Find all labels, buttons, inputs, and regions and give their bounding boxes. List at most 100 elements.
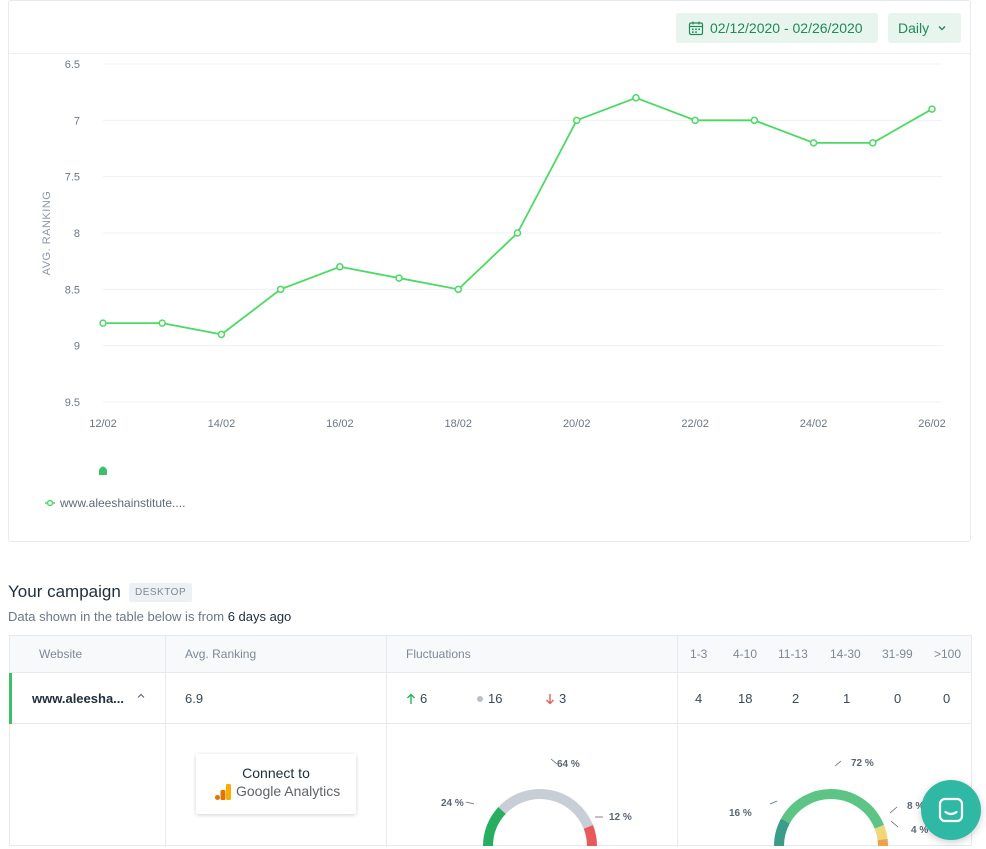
date-range-label: 02/12/2020 - 02/26/2020 [710,20,863,36]
row-range-14-30: 1 [843,691,851,706]
ranking-chart-card: 02/12/2020 - 02/26/2020 Daily 6.5 7 7.5 8 8.… [8,0,971,542]
gauge-label-top30: 8 % [907,801,924,812]
data-point[interactable] [158,319,166,327]
ranking-distribution-gauge: 16 % 72 % 8 % 4 % [729,758,928,847]
fluct-up: 6 [406,673,427,724]
gauge-label-neutral: 64 % [557,759,580,770]
table-row[interactable]: www.aleesha... 6.9 6 16 3 4 18 [9,673,971,724]
chart-toolbar: 02/12/2020 - 02/26/2020 Daily [9,1,970,54]
data-point[interactable] [276,285,285,294]
column-divider [677,636,678,847]
date-range-button[interactable]: 02/12/2020 - 02/26/2020 [676,13,878,43]
data-point[interactable] [809,139,818,147]
legend-marker [46,499,54,507]
arrow-up-icon [407,693,415,704]
data-note-value: 6 days ago [227,609,292,624]
x-tick-label: 26/02 [918,418,946,430]
col-range-4-10[interactable]: 4-10 [733,647,758,661]
row-avg-ranking: 6.9 [185,691,204,706]
y-tick-label: 8.5 [65,284,80,296]
col-range-over-100[interactable]: >100 [934,647,962,661]
gauge-label-down: 12 % [609,812,632,823]
interval-label: Daily [898,20,930,36]
row-range-31-99: 0 [894,691,902,706]
col-fluctuations[interactable]: Fluctuations [406,647,471,661]
x-tick-label: 24/02 [800,418,828,430]
arrow-down-icon [546,693,554,704]
series-line [103,96,933,336]
y-tick-label: 7 [74,115,80,127]
column-divider [386,636,387,847]
data-point[interactable] [454,285,463,294]
col-range-31-99[interactable]: 31-99 [882,647,913,661]
gauge-label-up: 24 % [441,798,464,809]
gauge-segment-down [583,825,597,847]
row-range-1-3: 4 [695,691,703,706]
gauge-label-top3: 16 % [729,808,752,819]
fluct-up-count: 6 [420,691,428,706]
interval-dropdown[interactable]: Daily [888,13,961,43]
data-point[interactable] [928,105,936,113]
connect-google-analytics-button[interactable]: Connect to Google Analytics [196,754,356,814]
data-point[interactable] [869,139,877,147]
fluctuation-gauge: 24 % 64 % 12 % [441,758,632,847]
x-tick-label: 12/02 [89,418,117,430]
calendar-icon [688,21,704,36]
y-tick-label: 6.5 [65,59,80,71]
data-point[interactable] [572,116,581,125]
row-range-4-10: 18 [738,691,753,706]
x-tick-label: 22/02 [681,418,709,430]
data-note-prefix: Data shown in the table below is from [8,609,225,624]
data-point[interactable] [513,229,522,237]
data-point[interactable] [217,330,226,339]
gauge-label-top10: 72 % [851,758,874,769]
chat-widget-button[interactable] [921,780,981,840]
data-point[interactable] [691,116,699,125]
data-point[interactable] [336,263,344,271]
table-row-details: Connect to Google Analytics 24 % 64 % 12… [10,725,971,847]
x-tick-label: 20/02 [563,418,591,430]
column-divider [165,636,166,847]
device-badge: DESKTOP [129,583,193,602]
data-point[interactable] [395,274,403,282]
dot-icon [477,695,483,702]
google-analytics-icon [215,784,231,800]
campaign-table: Website Avg. Ranking Fluctuations 1-3 4-… [9,635,972,847]
x-tick-label: 14/02 [208,418,236,430]
gauge-segment-top3 [774,818,790,847]
fluct-down: 3 [545,673,566,724]
connect-label: Connect to [242,765,310,781]
google-analytics-label: Google Analytics [236,783,341,799]
y-axis-label: AVG. RANKING [41,191,53,276]
fluct-down-count: 3 [559,691,567,706]
y-tick-label: 7.5 [65,172,80,184]
col-range-11-13[interactable]: 11-13 [778,647,808,661]
y-tick-label: 8 [74,228,80,240]
col-range-14-30[interactable]: 14-30 [830,647,861,661]
y-tick-label: 9.5 [65,397,80,409]
col-avg-ranking[interactable]: Avg. Ranking [185,647,257,661]
col-website[interactable]: Website [39,647,83,661]
gauge-segment-top30 [874,825,888,841]
chevron-down-icon [938,26,946,31]
col-range-1-3[interactable]: 1-3 [690,647,708,661]
row-range-over-100: 0 [943,691,951,706]
fluct-neutral-count: 16 [488,691,503,706]
gauge-segment-top10 [781,789,884,829]
legend-item-label[interactable]: www.aleeshainstitute.... [59,496,185,510]
chat-icon [938,797,964,823]
y-tick-label: 9 [74,341,80,353]
row-range-11-13: 2 [792,691,800,706]
x-tick-label: 18/02 [445,418,473,430]
legend-toggle-icon[interactable] [99,466,107,476]
chevron-up-icon[interactable] [136,691,146,701]
gauge-segment-up [483,806,506,847]
row-accent [9,673,12,724]
row-website[interactable]: www.aleesha... [32,691,125,706]
table-header: Website Avg. Ranking Fluctuations 1-3 4-… [10,636,971,673]
campaign-title: Your campaign [8,582,121,601]
ranking-line-chart: 6.5 7 7.5 8 8.5 9 9.5 12/02 14/02 16/02 18/02 20/0… [41,59,946,510]
data-point[interactable] [750,116,759,125]
data-point[interactable] [99,319,107,327]
data-point[interactable] [632,94,640,102]
